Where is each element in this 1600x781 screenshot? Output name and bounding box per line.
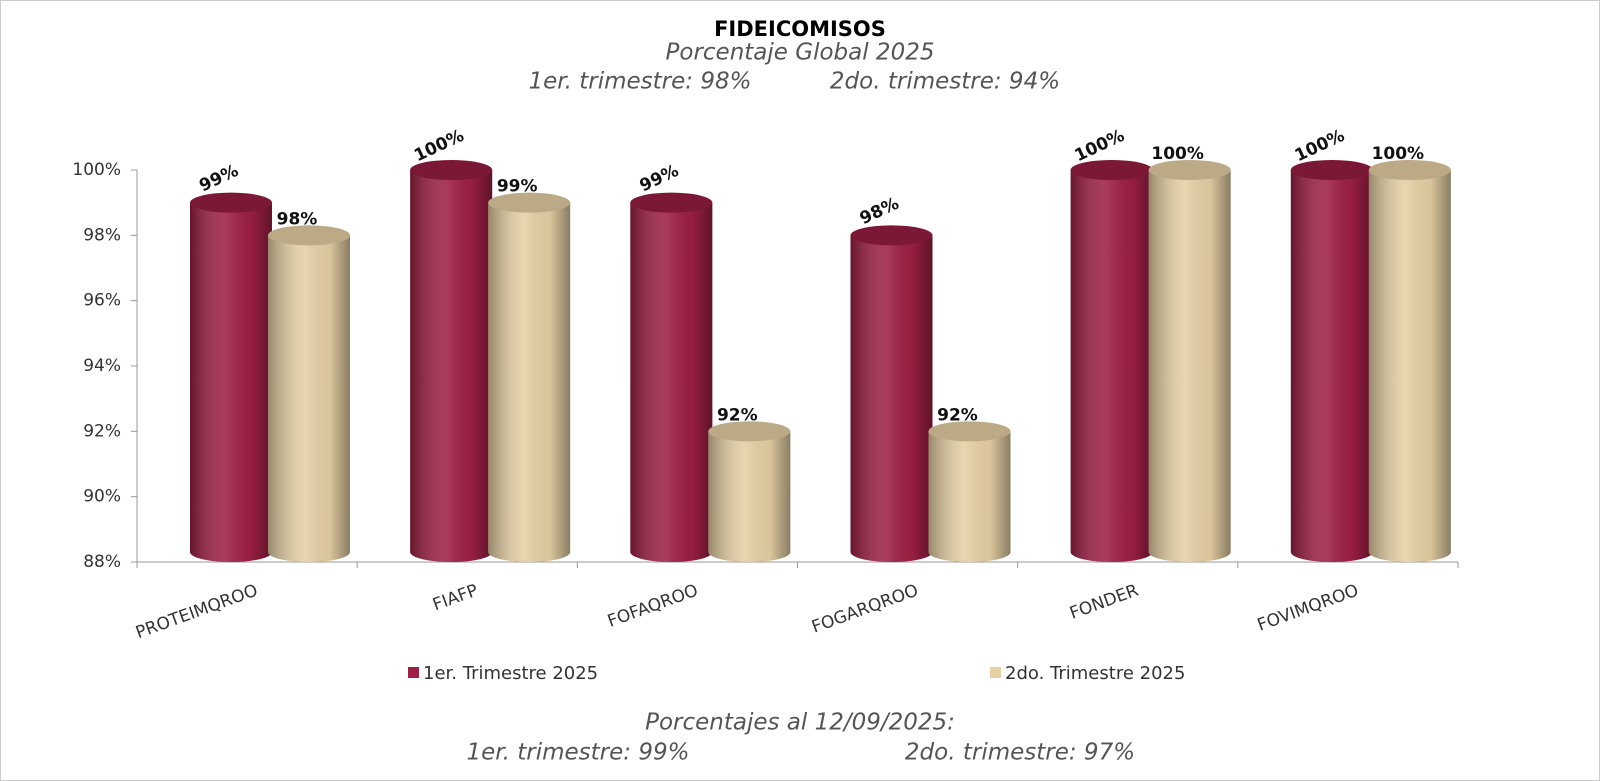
bar-top bbox=[488, 192, 571, 213]
bar-shade bbox=[1290, 552, 1373, 562]
y-tick-label: 88% bbox=[83, 552, 121, 572]
bar-top bbox=[1070, 160, 1153, 180]
bar-top-shade bbox=[410, 160, 493, 180]
bar-top bbox=[1148, 160, 1231, 180]
y-tick-label: 96% bbox=[83, 291, 121, 311]
y-tick-label: 100% bbox=[72, 160, 121, 180]
bar-top-shade bbox=[488, 192, 571, 213]
y-tick-label: 98% bbox=[83, 225, 121, 245]
bar-shade bbox=[1290, 170, 1373, 552]
bar-shade bbox=[410, 552, 493, 562]
bar-shade bbox=[1368, 552, 1451, 562]
bar-shade bbox=[630, 552, 713, 562]
bar-top-shade bbox=[850, 225, 933, 246]
bar-shade bbox=[268, 235, 350, 553]
bar-shade bbox=[928, 552, 1011, 562]
bar-top-shade bbox=[708, 421, 791, 442]
bar-top bbox=[1368, 160, 1451, 180]
annotation: 1er. trimestre: 98% bbox=[529, 69, 752, 95]
bar-top bbox=[928, 421, 1011, 442]
bar-shade bbox=[1368, 170, 1451, 552]
bar-top-shade bbox=[190, 192, 272, 213]
bar-shade bbox=[190, 202, 272, 552]
annotation: 2do. trimestre: 94% bbox=[830, 69, 1060, 95]
bar-shade bbox=[850, 235, 933, 553]
bar-top bbox=[190, 192, 272, 213]
value-label: 98% bbox=[277, 209, 318, 229]
y-tick-label: 92% bbox=[83, 421, 121, 441]
bar-shade bbox=[1070, 552, 1153, 562]
bar-top bbox=[708, 421, 791, 442]
value-label: 100% bbox=[1372, 144, 1425, 164]
bar-shade bbox=[630, 202, 713, 552]
y-tick-label: 94% bbox=[83, 356, 121, 376]
value-label: 92% bbox=[937, 405, 978, 425]
bar-top-shade bbox=[1290, 160, 1373, 180]
value-label: 100% bbox=[1151, 144, 1204, 164]
bar-shade bbox=[708, 552, 791, 562]
legend-label: 1er. Trimestre 2025 bbox=[423, 663, 598, 684]
legend-swatch bbox=[408, 667, 419, 678]
value-label: 92% bbox=[717, 405, 758, 425]
bar-top-shade bbox=[1368, 160, 1451, 180]
bar-top-shade bbox=[1070, 160, 1153, 180]
bar-shade bbox=[488, 202, 571, 552]
legend-label: 2do. Trimestre 2025 bbox=[1005, 663, 1185, 684]
bar-shade bbox=[928, 431, 1011, 552]
bar-top-shade bbox=[1148, 160, 1231, 180]
bar-shade bbox=[268, 552, 350, 562]
annotation: 2do. trimestre: 97% bbox=[905, 740, 1135, 766]
annotation: 1er. trimestre: 99% bbox=[467, 740, 690, 766]
bar-shade bbox=[850, 552, 933, 562]
bar-top bbox=[268, 225, 350, 246]
value-label: 99% bbox=[497, 177, 538, 197]
bar-top bbox=[1290, 160, 1373, 180]
bar-top-shade bbox=[928, 421, 1011, 442]
y-tick-label: 90% bbox=[83, 487, 121, 507]
bar-shade bbox=[708, 431, 791, 552]
bar-shade bbox=[1148, 170, 1231, 552]
bar-shade bbox=[488, 552, 571, 563]
bar-top-shade bbox=[630, 192, 713, 213]
subtitle: Porcentaje Global 2025 bbox=[666, 40, 935, 66]
bar-top-shade bbox=[268, 225, 350, 246]
bar-shade bbox=[1070, 170, 1153, 552]
bar-shade bbox=[190, 552, 272, 562]
bar-top bbox=[630, 192, 713, 213]
bar-shade bbox=[410, 170, 493, 552]
legend-swatch bbox=[990, 667, 1001, 678]
chart-title: FIDEICOMISOS bbox=[714, 17, 886, 41]
annotation: Porcentajes al 12/09/2025: bbox=[645, 710, 955, 736]
bar-shade bbox=[1148, 552, 1231, 562]
bar-top bbox=[410, 160, 493, 180]
bar-top bbox=[850, 225, 933, 246]
